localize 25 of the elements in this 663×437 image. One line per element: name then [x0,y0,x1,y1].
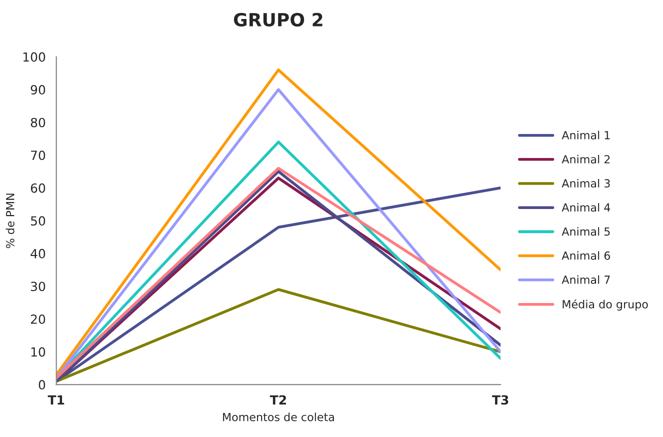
y-axis-title: % de PMN [6,194,14,248]
legend-label: Animal 5 [562,227,610,236]
x-axis-title: Momentos de coleta [223,412,334,422]
x-tick-label: T3 [492,395,508,405]
legend-label: Animal 2 [562,154,610,164]
chart-title: GRUPO 2 [234,12,322,27]
legend-label: Média do grupo [562,299,648,311]
legend-label: Animal 3 [562,178,610,188]
y-tick-label: 70 [31,150,46,160]
y-tick-label: 0 [38,380,46,390]
y-tick-label: 100 [23,52,46,62]
y-tick-label: 10 [31,347,46,357]
x-tick-label: T2 [270,395,286,404]
legend-label: Animal 1 [562,130,610,140]
legend-label: Animal 6 [562,251,610,260]
legend-label: Animal 7 [562,275,610,284]
y-tick-label: 50 [30,216,46,226]
x-tick-label: T1 [48,395,64,404]
y-tick-label: 20 [30,314,46,324]
y-tick-label: 30 [30,282,46,292]
y-tick-label: 90 [30,85,46,95]
y-tick-label: 40 [30,248,46,258]
legend-label: Animal 4 [562,203,610,212]
y-tick-label: 60 [30,183,46,193]
y-tick-label: 80 [30,118,46,128]
